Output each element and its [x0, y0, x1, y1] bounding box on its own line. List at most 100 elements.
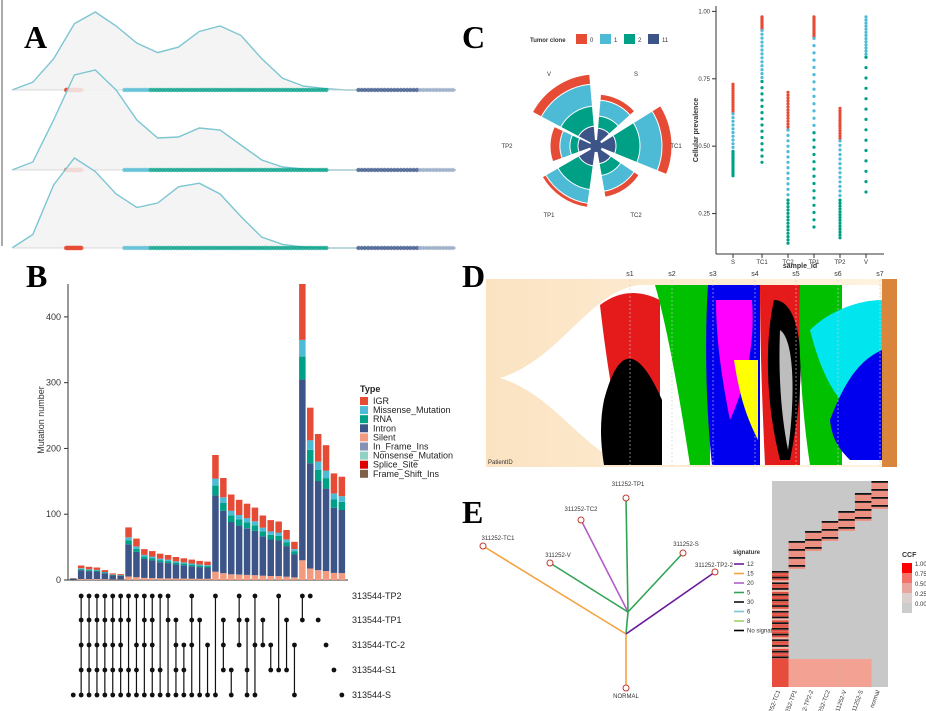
rose-legend-label: 2 [638, 38, 642, 44]
scatter-point [838, 111, 842, 115]
rug-point [411, 87, 416, 93]
bar-segment [330, 572, 338, 580]
scatter-point [731, 100, 735, 104]
bar-segment [212, 485, 219, 496]
scatter-point [838, 116, 842, 120]
matrix-dot [220, 667, 226, 673]
matrix-dot [244, 667, 250, 673]
scatter-x-tick-label: S [731, 260, 735, 266]
heatmap-cell [772, 635, 789, 638]
matrix-dot [118, 692, 124, 698]
scatter-point [760, 44, 764, 48]
bar-segment [172, 578, 180, 580]
scatter-point [760, 48, 764, 52]
scatter-point [786, 198, 790, 202]
heatmap-cell [772, 591, 789, 594]
bar-segment [251, 521, 259, 526]
fish-timepoint-label: s3 [709, 271, 717, 278]
bar-segment [149, 560, 156, 579]
heatmap-cell [772, 656, 789, 659]
scatter-point [838, 221, 842, 225]
rug-point [421, 167, 426, 173]
bar-segment [243, 503, 251, 519]
bar-segment [228, 522, 235, 575]
scatter-point [786, 235, 790, 239]
scatter-point [812, 174, 816, 178]
matrix-dot [268, 642, 274, 648]
scatter-point [864, 21, 868, 25]
bar-segment [291, 551, 298, 555]
bar-segment [149, 558, 156, 561]
heatmap-cell [772, 593, 789, 596]
scatter-point [731, 150, 735, 154]
fish-clone-green [655, 285, 710, 465]
ccf-legend-label: 0.00 [915, 602, 926, 608]
heatmap-cell [772, 601, 789, 604]
legend-label: Nonsense_Mutation [373, 451, 453, 461]
matrix-dot [134, 692, 139, 698]
rug-point [356, 87, 361, 93]
rug-point [414, 167, 420, 173]
matrix-dot [173, 642, 179, 648]
bar-segment [259, 531, 267, 537]
rug-point [362, 167, 368, 173]
heatmap-cell [788, 541, 806, 543]
signature-label: 5 [747, 591, 751, 597]
heatmap-cell [772, 631, 789, 634]
bar-segment [275, 532, 282, 536]
bar-segment [314, 469, 322, 482]
scatter-point [786, 111, 790, 115]
bar-segment [85, 569, 93, 570]
rug-point [324, 167, 329, 173]
bar-segment [275, 521, 282, 533]
bar-segment [314, 434, 322, 462]
matrix-dot [228, 667, 234, 673]
rug-point [414, 87, 420, 93]
rug-point [401, 245, 407, 251]
matrix-dot [220, 617, 226, 623]
scatter-point [786, 215, 790, 219]
bar-segment [125, 540, 132, 545]
bar-segment [243, 574, 251, 580]
heatmap-cell [805, 549, 822, 551]
bar-segment [212, 455, 219, 479]
rug-point [385, 167, 390, 173]
rose-sector-ring [577, 145, 597, 167]
scatter-point [786, 221, 790, 225]
rug-point [375, 167, 381, 173]
heatmap-cell [805, 537, 822, 539]
bar-segment [141, 549, 148, 555]
bar-segment [85, 566, 93, 570]
scatter-point [812, 102, 816, 106]
bar-segment [235, 525, 243, 575]
heatmap-cell [854, 497, 872, 499]
bar-segment [133, 548, 140, 552]
heatmap-cell [772, 614, 789, 617]
bar-segment [125, 576, 132, 580]
legend-swatch [360, 442, 368, 451]
scatter-point [731, 98, 735, 102]
scatter-point [731, 82, 735, 86]
matrix-dot [70, 692, 76, 698]
rug-point [450, 245, 455, 251]
heatmap-cell [871, 505, 888, 507]
bar-segment [322, 488, 330, 571]
bar-segment [235, 499, 243, 515]
scatter-point [812, 73, 816, 77]
rug-point [379, 167, 384, 173]
tree-branch [625, 571, 716, 635]
scatter-point [760, 160, 764, 164]
scatter-point [786, 225, 790, 229]
rug-point [398, 87, 403, 93]
bar-segment [204, 566, 211, 568]
rug-point [395, 87, 400, 93]
heatmap-cell [772, 586, 789, 588]
rug-point [398, 167, 403, 173]
bar-segment [149, 578, 156, 580]
bar-segment [322, 470, 330, 479]
rose-legend-swatch [600, 34, 611, 44]
rug-point [427, 87, 433, 93]
rug-point [401, 167, 407, 173]
bar-segment [77, 569, 85, 571]
